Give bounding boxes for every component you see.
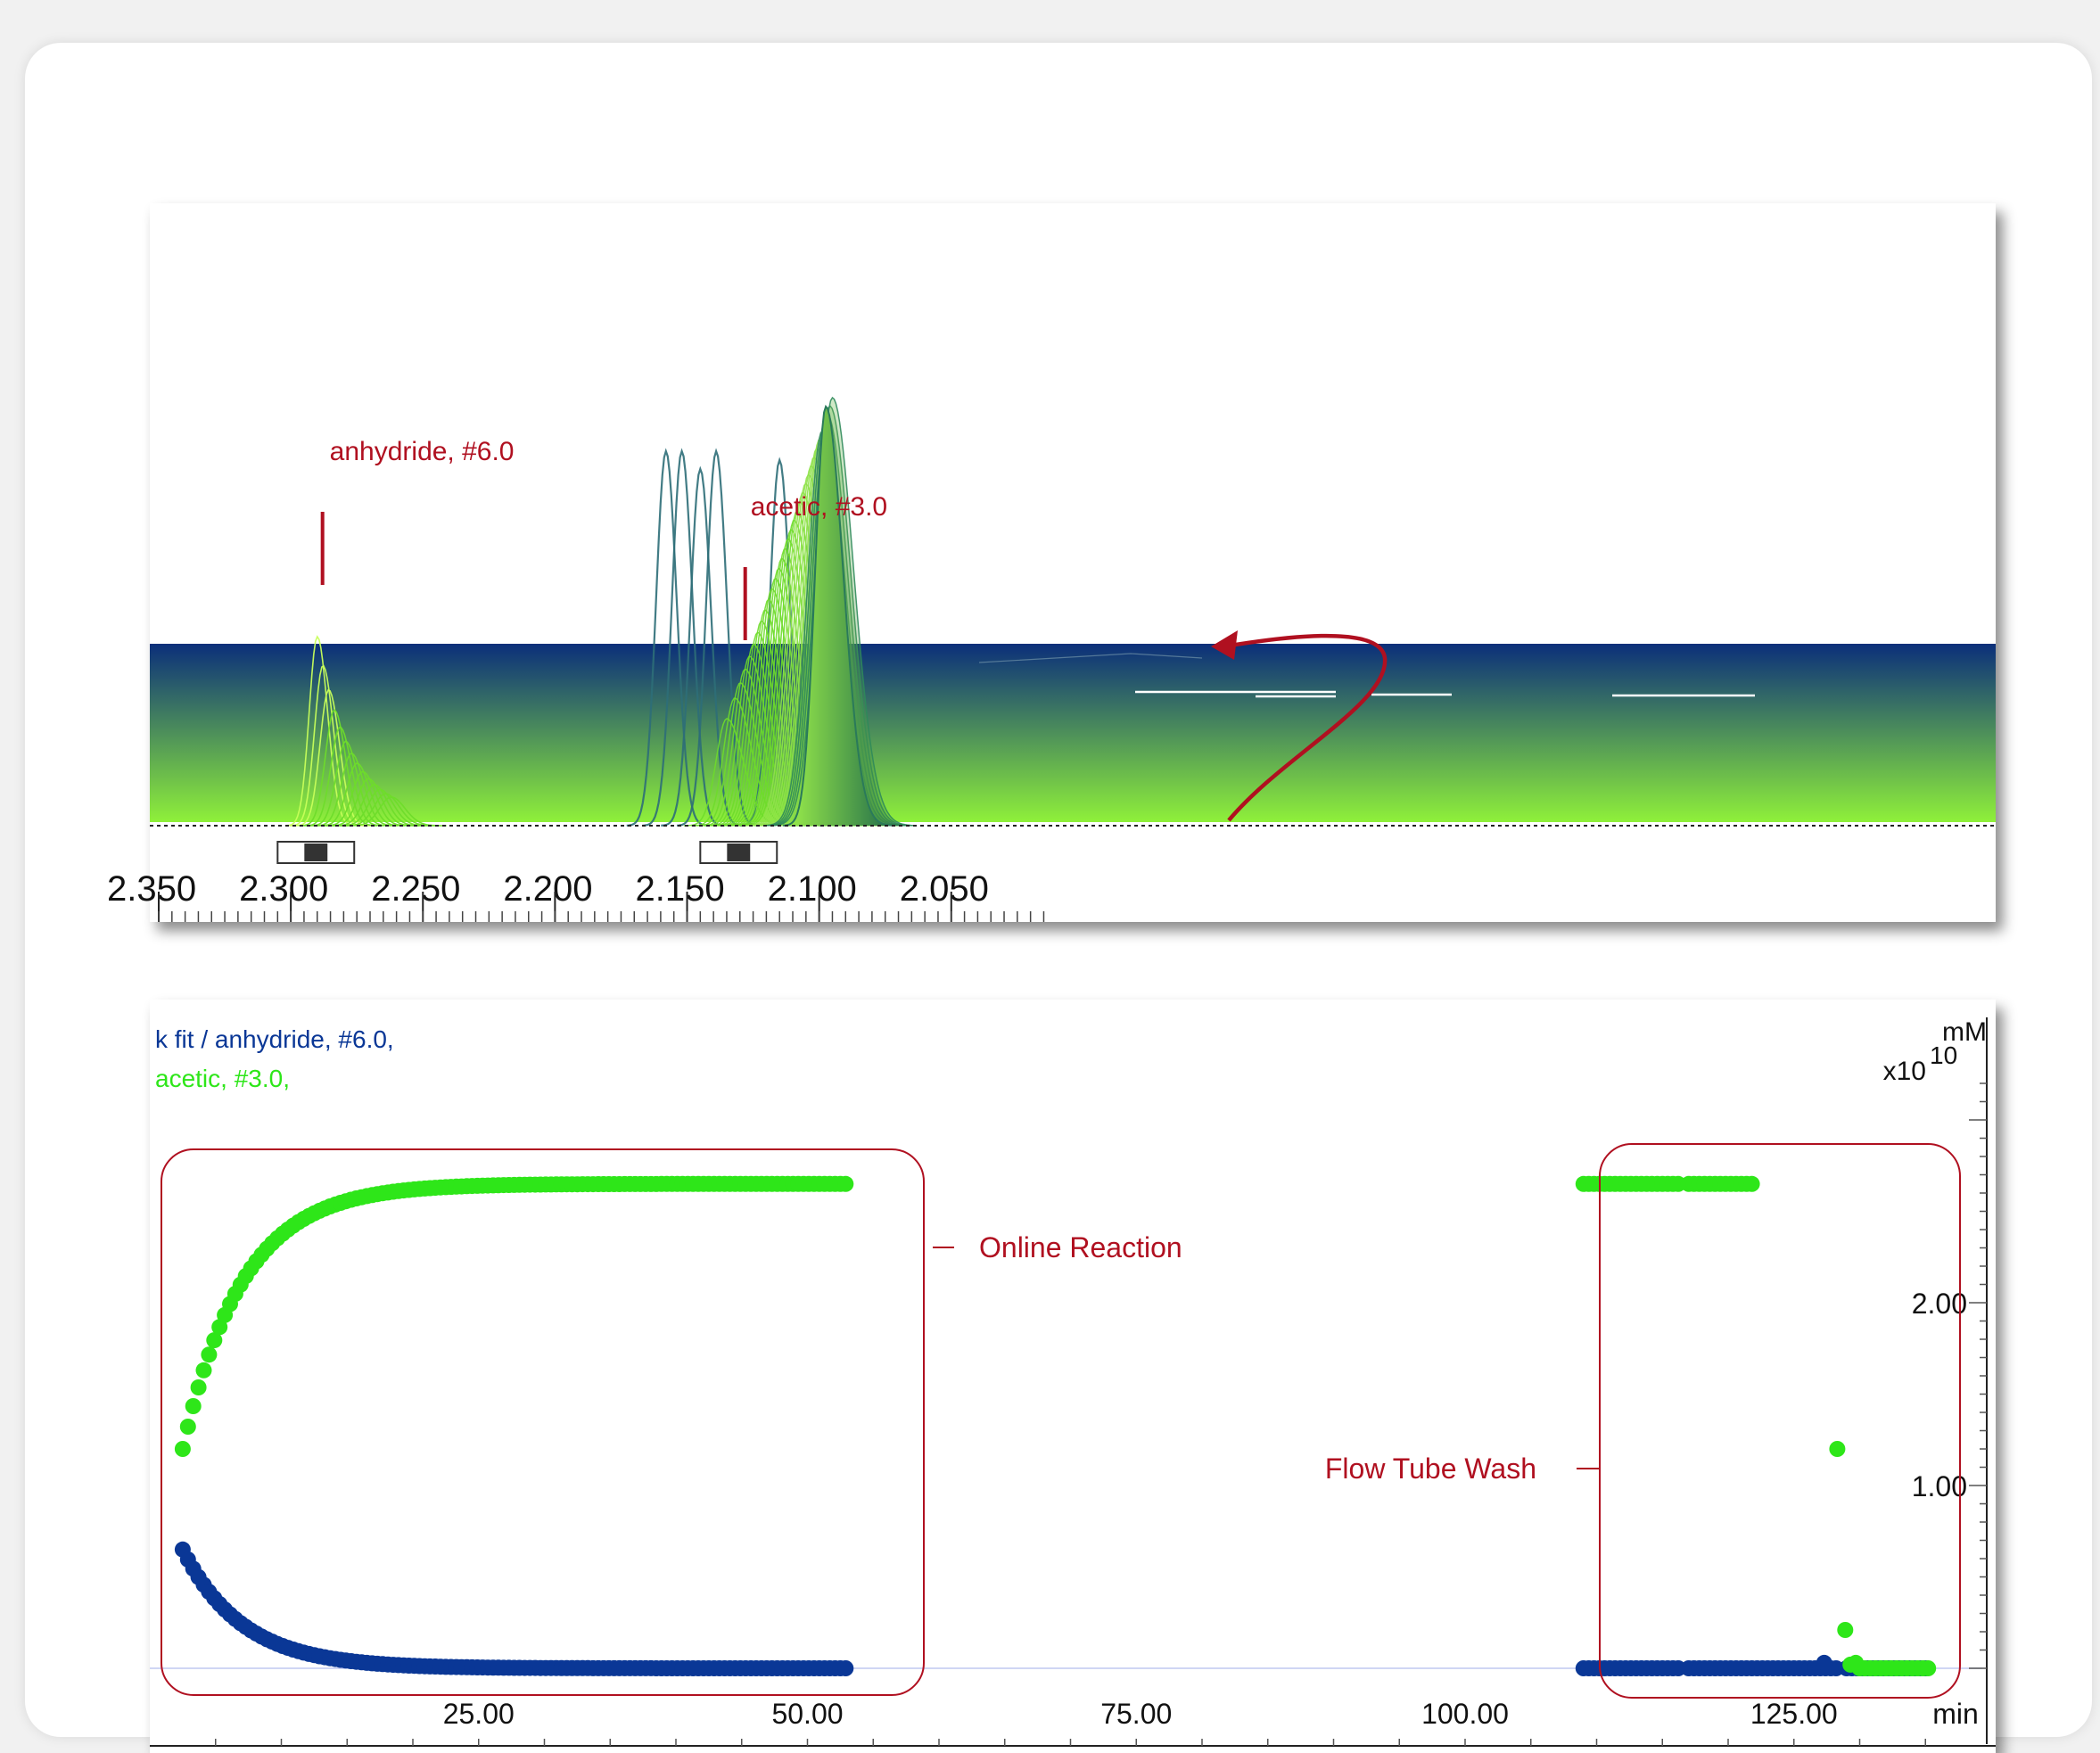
reference-peak <box>642 448 725 827</box>
figure-card: anhydride, #6.0 acetic, #3.0 2.350 2.300 2.… <box>25 43 2092 1753</box>
acetic-data-point <box>206 1332 223 1349</box>
x-tick-label: 75.00 <box>1100 1698 1172 1730</box>
reference-peak <box>676 448 760 827</box>
x-tick-label: 2.150 <box>636 869 725 909</box>
acetic-data-point <box>190 1379 207 1395</box>
x-tick-label: 100.00 <box>1421 1698 1509 1730</box>
peak-shift-arrow <box>1223 633 1388 822</box>
x-unit-label: min <box>1932 1698 1979 1730</box>
y-unit-label: mM <box>1942 1017 1987 1047</box>
anhydride-data-point <box>1816 1654 1832 1671</box>
x-tick-label: 2.050 <box>900 869 989 909</box>
acetic-final-peak <box>783 404 896 827</box>
anhydride-spectrum-peak <box>299 709 378 827</box>
acetic-data-point <box>1837 1622 1854 1638</box>
spectra-panel: anhydride, #6.0 acetic, #3.0 2.350 2.300 2.… <box>107 203 1996 922</box>
acetic-data-point <box>1829 1441 1846 1457</box>
integration-region-fill <box>304 844 328 861</box>
acetic-data-point <box>1920 1660 1937 1676</box>
y-multiplier-label: x10 <box>1883 1057 1926 1086</box>
anhydride-spectrum-peak <box>326 778 420 827</box>
x-tick-label: 2.300 <box>239 869 328 909</box>
x-tick-label: 2.250 <box>371 869 460 909</box>
legend-entry: acetic, #3.0, <box>155 1065 290 1092</box>
integration-region-fill <box>727 844 751 861</box>
acetic-data-point <box>1743 1175 1760 1192</box>
spectra-chart: anhydride, #6.0 acetic, #3.0 2.350 2.300 2.… <box>107 396 1996 922</box>
acetic-data-point <box>211 1319 228 1336</box>
anhydride-data-point <box>837 1660 854 1676</box>
anhydride-spectrum-peak <box>303 726 384 827</box>
anhydride-spectrum-peak <box>284 635 358 827</box>
flow-tube-wash-box <box>1599 1143 1961 1699</box>
x-tick-label: 125.00 <box>1750 1698 1838 1730</box>
anhydride-spectrum-peak <box>317 762 405 827</box>
acetic-data-point <box>174 1441 191 1457</box>
y-tick-label: 2.00 <box>1912 1288 1967 1320</box>
x-tick-label: 2.100 <box>768 869 857 909</box>
x-tick-label: 25.00 <box>443 1698 515 1730</box>
acetic-data-point <box>185 1398 202 1414</box>
anhydride-spectrum-peak <box>289 664 365 827</box>
anhydride-spectrum-peak <box>331 784 426 827</box>
spectra-background-band <box>150 644 1996 822</box>
baseline-noise-trace <box>978 653 1203 663</box>
y-multiplier-exponent: 10 <box>1930 1041 1957 1069</box>
trend-panel: 2.00 1.00 mM x10 10 25.00 50.00 75.00 100.00 125.… <box>150 1000 1996 1753</box>
anhydride-spectrum-peak <box>322 770 412 827</box>
online-reaction-label: Online Reaction <box>979 1231 1182 1263</box>
anhydride-spectrum-peak <box>312 753 399 827</box>
acetic-data-point <box>201 1346 218 1363</box>
reference-peak <box>626 448 709 827</box>
peak-shift-arrowhead <box>1211 630 1238 660</box>
anhydride-spectrum-peak <box>308 740 392 827</box>
acetic-data-point <box>837 1175 854 1192</box>
peak-annotation-label: acetic, #3.0 <box>751 492 887 522</box>
legend-entry: k fit / anhydride, #6.0, <box>155 1025 394 1053</box>
flow-tube-wash-label: Flow Tube Wash <box>1325 1453 1536 1485</box>
anhydride-spectrum-peak <box>294 688 372 827</box>
peak-annotation-label: anhydride, #6.0 <box>330 437 515 466</box>
acetic-data-point <box>179 1419 196 1435</box>
x-tick-label: 2.350 <box>107 869 196 909</box>
x-tick-label: 2.200 <box>503 869 592 909</box>
acetic-data-point <box>195 1362 212 1379</box>
online-reaction-box <box>161 1148 925 1696</box>
acetic-data-point <box>1848 1654 1865 1671</box>
x-tick-label: 50.00 <box>771 1698 843 1730</box>
y-tick-label: 1.00 <box>1912 1470 1967 1502</box>
